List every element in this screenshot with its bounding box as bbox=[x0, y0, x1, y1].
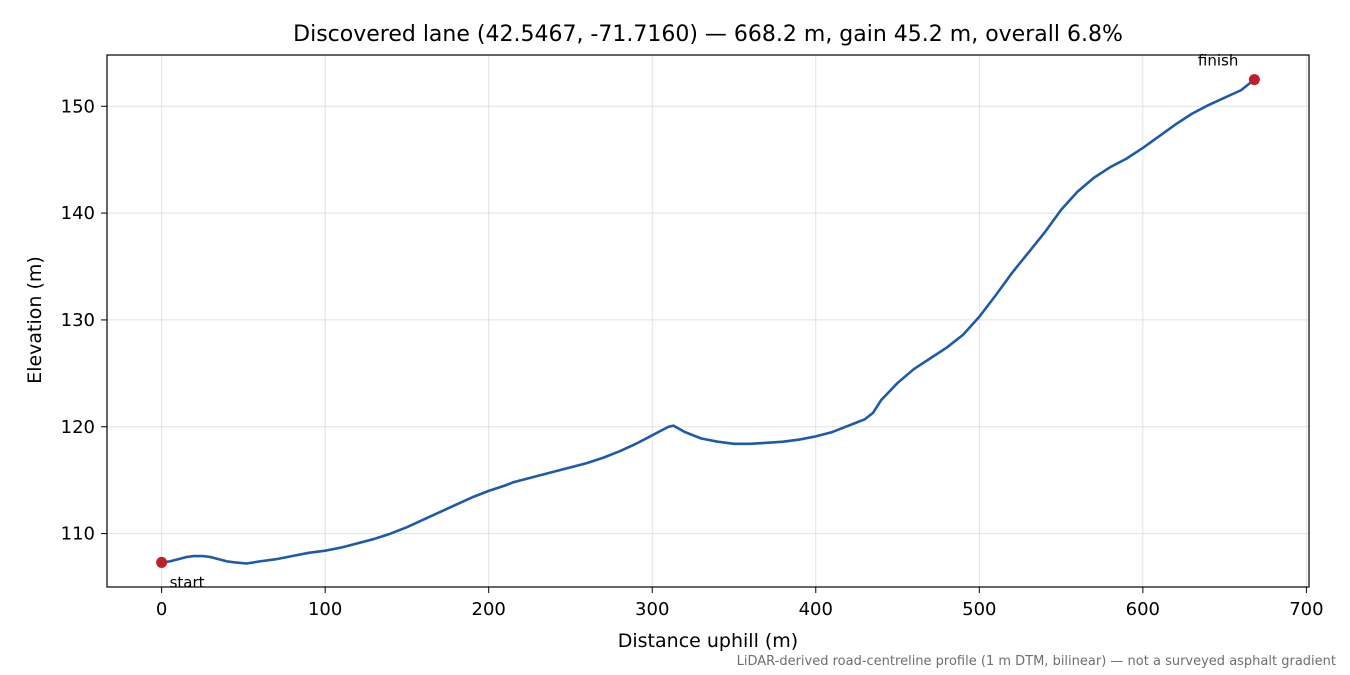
x-tick-label: 700 bbox=[1289, 599, 1323, 620]
chart-title: Discovered lane (42.5467, -71.7160) — 66… bbox=[293, 22, 1123, 47]
y-tick-label: 110 bbox=[61, 524, 95, 545]
footnote: LiDAR-derived road-centreline profile (1… bbox=[737, 654, 1336, 669]
grid bbox=[107, 55, 1309, 587]
y-tick-label: 140 bbox=[61, 203, 95, 224]
finish-label: finish bbox=[1198, 52, 1238, 70]
start-marker bbox=[156, 556, 168, 568]
x-tick-label: 600 bbox=[1126, 599, 1160, 620]
finish-marker bbox=[1248, 74, 1260, 86]
x-tick-label: 100 bbox=[308, 599, 342, 620]
x-tick-label: 400 bbox=[799, 599, 833, 620]
x-tick-label: 0 bbox=[156, 599, 167, 620]
y-tick-label: 120 bbox=[61, 417, 95, 438]
x-tick-label: 300 bbox=[635, 599, 669, 620]
x-tick-label: 200 bbox=[472, 599, 506, 620]
start-label: start bbox=[170, 573, 205, 591]
x-axis-title: Distance uphill (m) bbox=[618, 630, 798, 652]
y-tick-label: 150 bbox=[61, 96, 95, 117]
x-tick-label: 500 bbox=[962, 599, 996, 620]
elevation-profile-line bbox=[160, 78, 1256, 565]
y-axis-title: Elevation (m) bbox=[24, 256, 46, 384]
axis-ticks: 0 100 200 300 400 500 600 700 110 120 130 140 150 bbox=[61, 96, 1324, 620]
plot-frame bbox=[106, 54, 1310, 588]
y-tick-label: 130 bbox=[61, 310, 95, 331]
